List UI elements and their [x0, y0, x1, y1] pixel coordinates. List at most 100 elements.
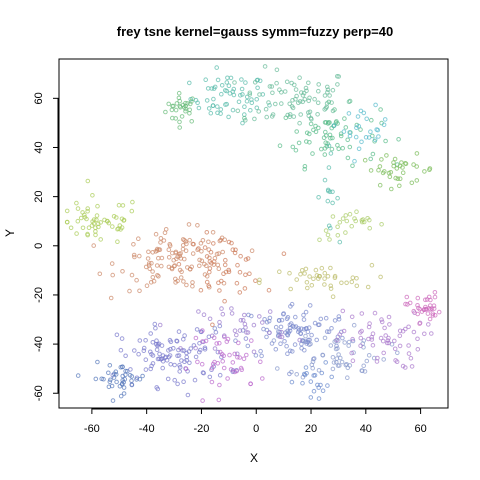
data-point: [335, 233, 341, 238]
data-point: [372, 310, 378, 316]
data-point: [249, 248, 255, 253]
data-point: [369, 117, 374, 123]
data-point: [146, 261, 152, 266]
data-point: [288, 348, 293, 354]
data-point: [322, 146, 328, 151]
data-point: [346, 343, 352, 348]
data-point: [117, 383, 123, 389]
x-tick-label: -40: [139, 423, 155, 435]
data-point: [217, 340, 222, 346]
data-point: [132, 348, 137, 353]
data-point: [323, 360, 329, 365]
data-point: [151, 278, 157, 284]
data-point: [145, 256, 151, 261]
data-point: [168, 362, 173, 367]
data-point: [343, 213, 349, 218]
data-point: [364, 358, 370, 364]
data-point: [200, 370, 206, 375]
data-point: [297, 120, 302, 126]
data-point: [107, 363, 113, 368]
data-point: [349, 279, 355, 285]
data-point: [278, 324, 284, 330]
data-point: [379, 157, 384, 162]
data-point: [175, 381, 180, 387]
data-points: [64, 64, 442, 403]
data-point: [80, 225, 86, 231]
data-point: [406, 324, 411, 330]
data-point: [316, 396, 322, 401]
data-point: [188, 97, 193, 102]
data-point: [411, 308, 417, 314]
data-point: [287, 112, 293, 117]
data-point: [282, 89, 288, 94]
data-point: [380, 338, 386, 344]
data-point: [144, 283, 150, 289]
data-point: [320, 388, 326, 394]
data-point: [388, 170, 394, 175]
data-point: [332, 275, 338, 281]
data-point: [366, 135, 372, 140]
data-point: [130, 199, 135, 205]
data-point: [300, 93, 306, 98]
data-point: [327, 132, 333, 138]
data-point: [269, 84, 275, 89]
data-point: [232, 328, 238, 334]
data-point: [119, 216, 125, 222]
data-point: [344, 362, 349, 367]
data-point: [183, 108, 188, 114]
data-point: [397, 328, 403, 334]
data-point: [243, 272, 248, 278]
data-point: [279, 90, 284, 95]
data-point: [422, 169, 427, 174]
data-point: [109, 261, 115, 266]
data-point: [181, 348, 187, 353]
data-point: [346, 111, 352, 116]
data-point: [182, 238, 187, 243]
data-point: [262, 317, 267, 322]
data-point: [230, 360, 236, 365]
data-point: [123, 353, 128, 359]
data-point: [424, 297, 430, 302]
data-point: [199, 361, 205, 367]
data-point: [158, 236, 164, 241]
data-point: [167, 353, 173, 358]
data-point: [196, 246, 201, 251]
data-point: [387, 174, 393, 180]
data-point: [359, 139, 364, 145]
data-point: [256, 109, 262, 114]
data-point: [331, 360, 337, 365]
data-point: [366, 336, 371, 342]
data-point: [219, 278, 224, 284]
data-point: [340, 145, 346, 151]
data-point: [342, 340, 348, 345]
data-point: [310, 151, 315, 156]
data-point: [339, 359, 345, 365]
data-point: [242, 321, 248, 327]
data-point: [188, 346, 194, 351]
data-point: [150, 353, 156, 358]
data-point: [195, 223, 200, 228]
data-point: [85, 178, 91, 184]
data-point: [267, 84, 273, 89]
data-point: [183, 366, 189, 372]
data-point: [345, 375, 350, 381]
data-point: [367, 217, 372, 223]
data-point: [378, 335, 384, 341]
data-point: [344, 280, 349, 286]
data-point: [325, 274, 331, 279]
data-point: [182, 256, 187, 262]
data-point: [241, 356, 247, 362]
data-point: [346, 339, 352, 345]
data-point: [183, 106, 188, 112]
y-tick-label: 60: [33, 92, 45, 104]
data-point: [313, 123, 318, 129]
data-point: [284, 79, 290, 85]
data-point: [217, 288, 222, 293]
data-point: [108, 377, 113, 383]
data-point: [243, 336, 249, 341]
data-point: [219, 91, 224, 97]
data-point: [235, 351, 240, 357]
data-point: [316, 82, 322, 87]
data-point: [84, 216, 89, 222]
data-point: [209, 365, 215, 371]
